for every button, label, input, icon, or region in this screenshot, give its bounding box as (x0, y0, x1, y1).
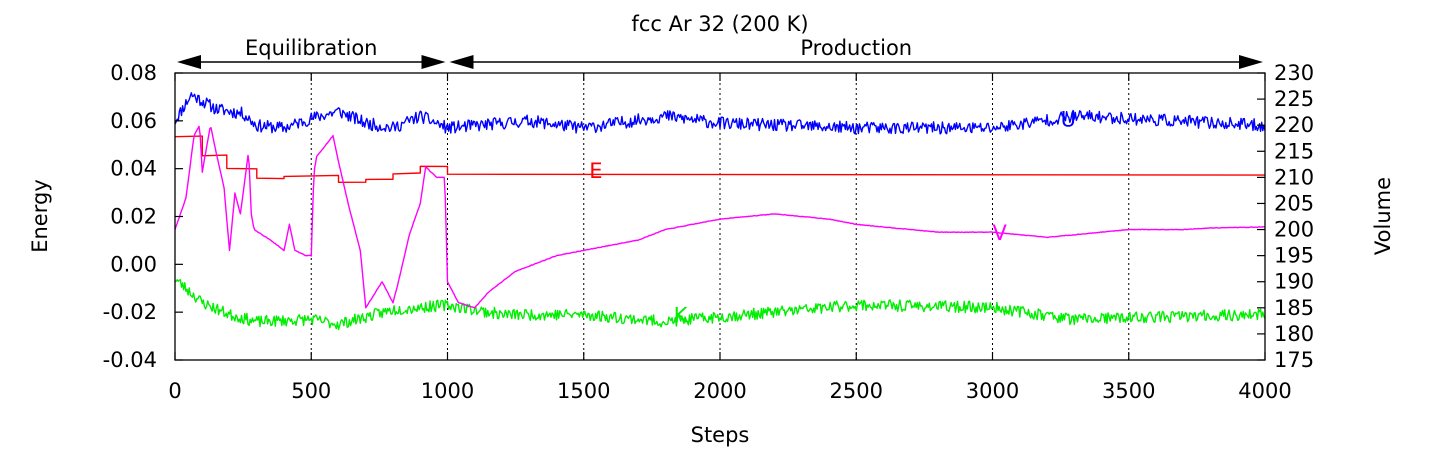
chart-title: fcc Ar 32 (200 K) (631, 12, 808, 36)
y2-tick-label: 180 (1274, 322, 1314, 346)
series-K-label: K (674, 304, 689, 328)
phase-arrow-head-left (449, 55, 474, 69)
y2-axis-title: Volume (1371, 177, 1395, 255)
series-E-line (174, 135, 1266, 183)
y2-tick-label: 175 (1274, 348, 1314, 372)
x-tick-label: 0 (168, 379, 181, 403)
y-tick-label: 0.00 (110, 252, 157, 276)
x-tick-label: 2500 (830, 379, 883, 403)
series-layer (174, 92, 1266, 331)
y-tick-label: 0.06 (110, 109, 157, 133)
y2-tick-label: 200 (1274, 218, 1314, 242)
series-U-line (174, 92, 1266, 135)
tick-layer (174, 72, 1266, 361)
y-tick-label: 0.04 (110, 157, 157, 181)
phase-label: Production (800, 36, 912, 60)
phase-arrow-head-right (421, 55, 446, 69)
series-E-label: E (589, 159, 602, 183)
phase-arrow-head-right (1239, 55, 1263, 69)
x-axis-title: Steps (691, 423, 750, 447)
y-tick-label: 0.08 (110, 61, 157, 85)
x-tick-label: 2000 (693, 379, 746, 403)
x-tick-label: 3500 (1102, 379, 1155, 403)
phase-layer: Equilibration Production (177, 36, 1263, 69)
x-tick-label: 1000 (421, 379, 474, 403)
y2-tick-label: 190 (1274, 270, 1314, 294)
y2-tick-label: 230 (1274, 61, 1314, 85)
x-tick-label: 4000 (1238, 379, 1291, 403)
y2-tick-label: 210 (1274, 165, 1314, 189)
y2-tick-label: 220 (1274, 113, 1314, 137)
x-tick-label: 1500 (557, 379, 610, 403)
y2-tick-label: 225 (1274, 87, 1314, 111)
series-V-line (174, 125, 1266, 309)
x-tick-label: 500 (291, 379, 331, 403)
grid-layer (310, 73, 1130, 360)
y2-tick-label: 205 (1274, 191, 1314, 215)
y2-tick-label: 195 (1274, 244, 1314, 268)
series-V-label: V (993, 221, 1008, 245)
y2-tick-label: 185 (1274, 296, 1314, 320)
y2-tick-label: 215 (1274, 139, 1314, 163)
x-tick-label: 3000 (966, 379, 1019, 403)
phase-arrow-head-left (177, 55, 201, 69)
series-K-line (174, 279, 1266, 331)
y-axis-title: Energy (28, 179, 52, 253)
label-layer: 0 500 1000 1500 2000 2500 3000 3500 4000 -0.04 -0.… (103, 61, 1314, 403)
y-tick-label: -0.04 (103, 348, 157, 372)
y-tick-label: -0.02 (103, 300, 157, 324)
series-U-label: U (1061, 107, 1076, 131)
phase-label: Equilibration (245, 36, 377, 60)
y-tick-label: 0.02 (110, 205, 157, 229)
